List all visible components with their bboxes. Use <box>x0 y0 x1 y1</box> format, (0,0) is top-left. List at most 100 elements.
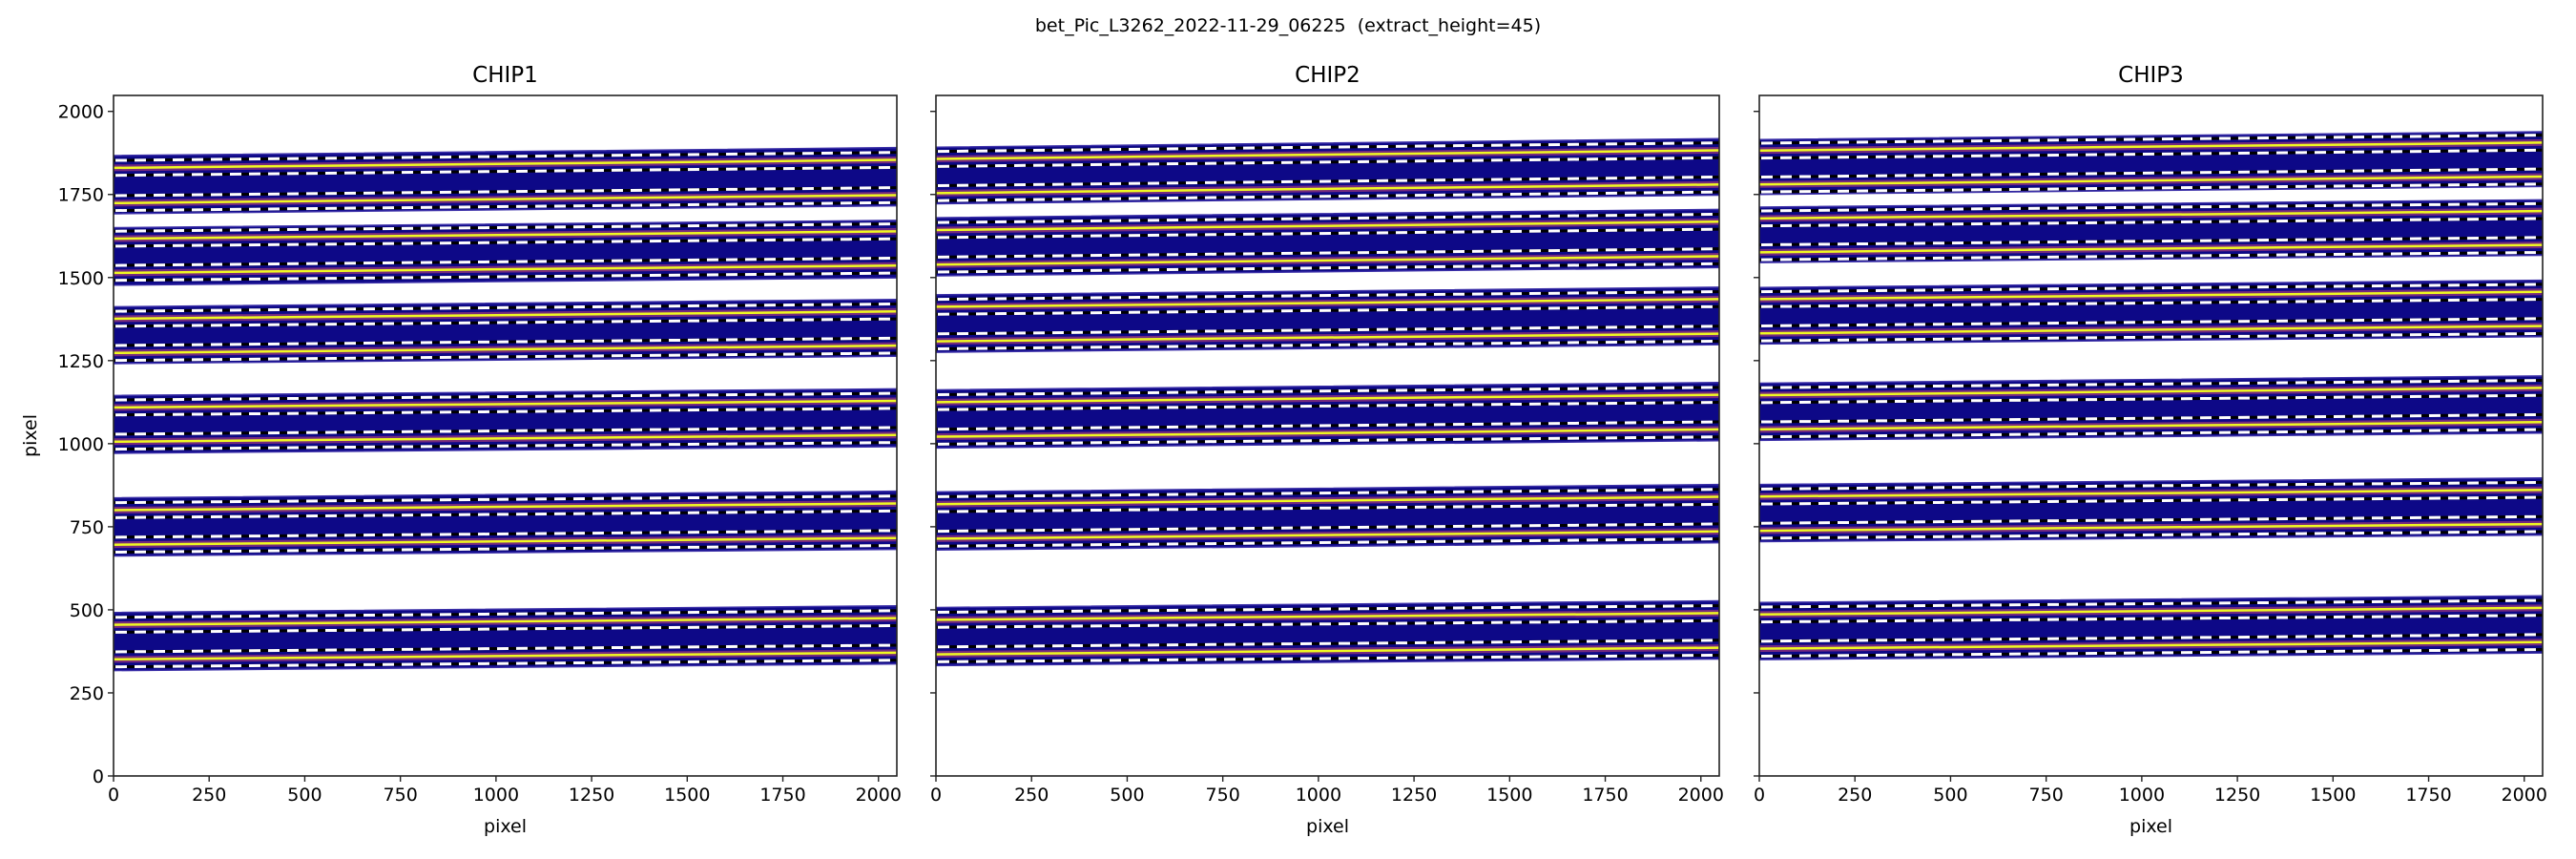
x-tick-label: 250 <box>1014 785 1049 806</box>
extraction-boundary-dash <box>114 256 897 267</box>
x-tick-label: 1000 <box>473 785 519 806</box>
extraction-boundary-dash <box>1760 598 2543 609</box>
extraction-boundary-dash <box>114 222 897 233</box>
x-tick-label: 0 <box>1754 785 1765 806</box>
extraction-boundary-dash <box>1760 379 2543 389</box>
trace-line <box>114 651 897 661</box>
y-tick-label: 250 <box>70 683 104 704</box>
x-axis-label: pixel <box>2129 816 2172 837</box>
y-tick-label: 1500 <box>58 268 104 289</box>
chip-panel-3: CHIP3 0 250 500 750 1000 1250 1500 1750 2000 pixel <box>1754 63 2547 837</box>
x-tick-label: 2000 <box>1678 785 1724 806</box>
extraction-boundary-dash <box>114 351 897 363</box>
extraction-boundary-dash <box>1760 182 2543 194</box>
extraction-boundary-dash <box>1760 648 2543 658</box>
extraction-boundary-dash <box>114 623 897 634</box>
trace-line <box>114 617 897 626</box>
extraction-boundary-dash <box>937 653 1719 663</box>
extraction-boundary-dash <box>937 247 1719 259</box>
extraction-boundary-dash <box>114 494 897 505</box>
trace-line <box>1759 175 2543 186</box>
y-tick-label: 1750 <box>58 185 104 206</box>
spectral-order <box>114 388 897 454</box>
spectral-order <box>936 599 1719 667</box>
extraction-boundary-dash <box>114 200 897 213</box>
x-tick-label: 1250 <box>1391 785 1437 806</box>
x-tick-label: 250 <box>192 785 226 806</box>
extraction-boundary-dash <box>114 317 897 328</box>
spectral-order <box>114 490 897 557</box>
extraction-boundary-dash <box>937 227 1719 240</box>
x-tick-label: 1500 <box>2310 785 2356 806</box>
x-tick-label: 250 <box>1838 785 1872 806</box>
trace-line <box>1759 243 2543 254</box>
spectral-order <box>114 220 897 286</box>
extraction-boundary-dash <box>1760 331 2543 343</box>
extraction-boundary-dash <box>114 302 897 313</box>
trace-line <box>936 220 1719 232</box>
extraction-boundary-dash <box>937 502 1719 513</box>
trace-line <box>114 502 897 512</box>
extraction-boundary-dash <box>1760 250 2543 262</box>
trace-line <box>1759 325 2543 335</box>
spectral-order <box>936 483 1719 552</box>
spectral-order <box>1759 375 2543 442</box>
trace-line <box>936 495 1719 506</box>
x-tick-label: 500 <box>1933 785 1967 806</box>
spectral-order <box>1759 131 2543 196</box>
axes-frame <box>935 94 1720 777</box>
trace-line <box>936 298 1719 308</box>
trace-line <box>114 310 897 321</box>
extraction-boundary-dash <box>937 212 1719 224</box>
x-tick-label: 1500 <box>1486 785 1532 806</box>
extraction-boundary-dash <box>937 435 1719 446</box>
spectral-order <box>1759 476 2543 543</box>
trace-line <box>936 612 1719 621</box>
extraction-boundary-dash <box>1760 201 2543 213</box>
extraction-boundary-dash <box>114 441 897 451</box>
x-tick-label: 1500 <box>664 785 710 806</box>
extraction-boundary-dash <box>114 659 897 669</box>
axes-frame <box>113 94 898 777</box>
panel-title: CHIP1 <box>472 63 538 88</box>
y-tick-label: 2000 <box>58 102 104 123</box>
spectral-order <box>1759 279 2543 346</box>
extraction-boundary-dash <box>1760 530 2543 540</box>
spectral-order <box>114 604 897 672</box>
trace-line <box>114 344 897 355</box>
trace-line <box>936 149 1719 160</box>
extraction-boundary-dash <box>1760 317 2543 327</box>
extraction-boundary-dash <box>937 290 1719 302</box>
extraction-boundary-dash <box>937 156 1719 168</box>
spectral-order <box>936 137 1719 205</box>
trace-line <box>1759 420 2543 431</box>
extraction-boundary-dash <box>114 186 897 198</box>
spectral-order <box>936 382 1719 450</box>
y-tick-label: 750 <box>70 517 104 538</box>
x-axis-label: pixel <box>1306 816 1349 837</box>
trace-line <box>114 158 897 170</box>
x-tick-label: 2000 <box>2502 785 2547 806</box>
extraction-boundary-dash <box>1760 298 2543 308</box>
extraction-boundary-dash <box>114 509 897 519</box>
y-tick-label: 1250 <box>58 351 104 372</box>
trace-line <box>114 536 897 546</box>
chip-panel-2: CHIP2 0 250 500 750 1000 1250 1500 1750 2000 pixel <box>930 63 1724 837</box>
extraction-boundary-dash <box>937 141 1719 154</box>
spectral-order <box>936 286 1719 353</box>
extraction-boundary-dash <box>114 336 897 347</box>
extraction-boundary-dash <box>1760 236 2543 246</box>
x-tick-label: 750 <box>2029 785 2064 806</box>
extraction-boundary-dash <box>1760 134 2543 145</box>
y-tick-label: 0 <box>93 766 104 787</box>
extraction-boundary-dash <box>937 488 1719 498</box>
extraction-boundary-dash <box>114 407 897 417</box>
x-tick-label: 2000 <box>856 785 902 806</box>
plot-area <box>1759 131 2543 660</box>
trace-line <box>1759 141 2543 153</box>
extraction-boundary-dash <box>114 529 897 539</box>
x-tick-label: 1000 <box>1296 785 1341 806</box>
extraction-boundary-dash <box>1760 393 2543 405</box>
trace-line <box>936 428 1719 438</box>
trace-line <box>114 264 897 275</box>
